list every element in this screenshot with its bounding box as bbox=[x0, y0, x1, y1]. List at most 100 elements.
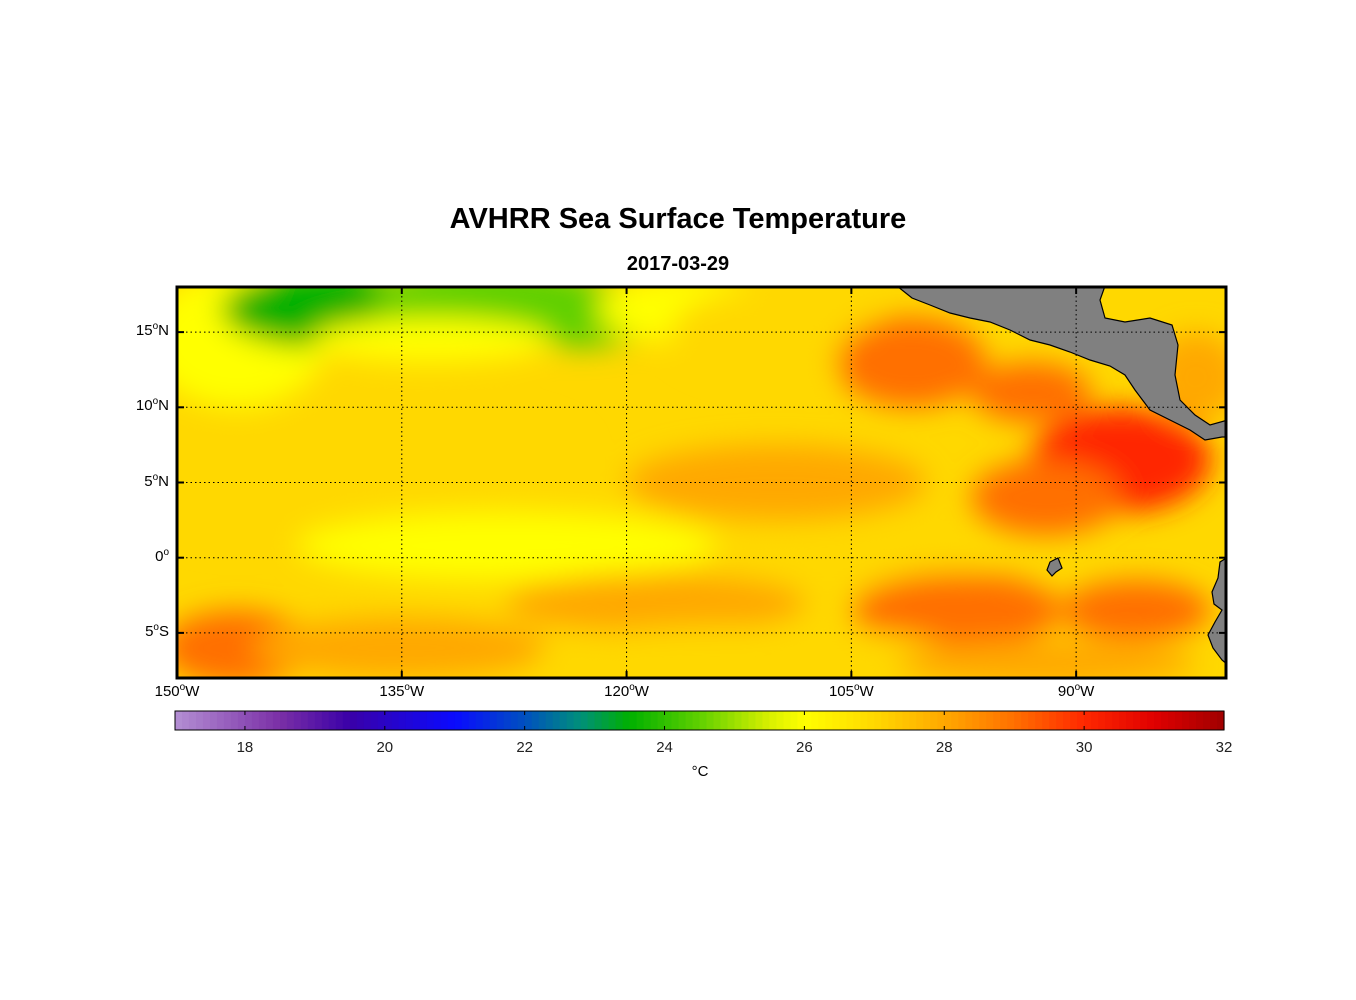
lat-tick-label: 5oS bbox=[145, 621, 169, 640]
colorbar-tick-label: 20 bbox=[376, 739, 394, 756]
colorbar-segment bbox=[1196, 711, 1204, 730]
colorbar-segment bbox=[888, 711, 896, 730]
colorbar-segment bbox=[1203, 711, 1211, 730]
colorbar-segment bbox=[552, 711, 561, 730]
colorbar-segment bbox=[979, 711, 987, 730]
colorbar-segment bbox=[524, 711, 533, 730]
colorbar-segment bbox=[986, 711, 994, 730]
colorbar-segment bbox=[447, 711, 456, 730]
colorbar-segment bbox=[1049, 711, 1057, 730]
galapagos-islands bbox=[1046, 557, 1063, 577]
colorbar-segment bbox=[566, 711, 575, 730]
colorbar-segment bbox=[461, 711, 470, 730]
colorbar-segment bbox=[692, 711, 701, 730]
colorbar bbox=[174, 710, 1225, 731]
colorbar-segment bbox=[440, 711, 449, 730]
colorbar-segment bbox=[804, 711, 812, 730]
colorbar-segment bbox=[909, 711, 917, 730]
colorbar-segment bbox=[1028, 711, 1036, 730]
colorbar-segment bbox=[846, 711, 854, 730]
colorbar-segment bbox=[965, 711, 973, 730]
colorbar-segment bbox=[615, 711, 624, 730]
colorbar-segment bbox=[468, 711, 477, 730]
colorbar-segment bbox=[573, 711, 582, 730]
colorbar-segment bbox=[349, 711, 358, 730]
colorbar-segment bbox=[1119, 711, 1127, 730]
colorbar-segment bbox=[433, 711, 442, 730]
colorbar-segment bbox=[328, 711, 337, 730]
colorbar-segment bbox=[510, 711, 519, 730]
colorbar-segment bbox=[175, 711, 183, 730]
colorbar-segment bbox=[678, 711, 687, 730]
chart-date: 2017-03-29 bbox=[626, 253, 730, 275]
colorbar-segment bbox=[860, 711, 868, 730]
colorbar-segment bbox=[1126, 711, 1134, 730]
colorbar-segment bbox=[1021, 711, 1029, 730]
colorbar-segment bbox=[580, 711, 589, 730]
colorbar-segment bbox=[1042, 711, 1050, 730]
colorbar-segment bbox=[538, 711, 547, 730]
colorbar-segment bbox=[713, 711, 722, 730]
colorbar-segment bbox=[1014, 711, 1022, 730]
colorbar-segment bbox=[720, 711, 729, 730]
lon-tick-label: 135oW bbox=[379, 682, 425, 700]
colorbar-segment bbox=[1007, 711, 1015, 730]
colorbar-tick-label: 26 bbox=[796, 739, 813, 756]
colorbar-segment bbox=[272, 711, 281, 730]
colorbar-segment bbox=[972, 711, 980, 730]
colorbar-segment bbox=[1154, 711, 1162, 730]
colorbar-segment bbox=[209, 711, 218, 730]
colorbar-segment bbox=[916, 711, 924, 730]
colorbar-segment bbox=[377, 711, 386, 730]
colorbar-segment bbox=[1000, 711, 1008, 730]
colorbar-segment bbox=[363, 711, 372, 730]
colorbar-segment bbox=[251, 711, 260, 730]
south-america-land bbox=[1207, 557, 1226, 665]
colorbar-segment bbox=[1098, 711, 1106, 730]
colorbar-segment bbox=[902, 711, 910, 730]
colorbar-segment bbox=[699, 711, 708, 730]
colorbar-segment bbox=[384, 711, 393, 730]
colorbar-segment bbox=[419, 711, 428, 730]
colorbar-segment bbox=[734, 711, 743, 730]
lat-tick-label: 0o bbox=[155, 546, 169, 565]
colorbar-segment bbox=[1063, 711, 1071, 730]
colorbar-segment bbox=[1161, 711, 1169, 730]
colorbar-segment bbox=[545, 711, 554, 730]
colorbar-segment bbox=[1091, 711, 1099, 730]
colorbar-segment bbox=[881, 711, 889, 730]
colorbar-segment bbox=[783, 711, 792, 730]
colorbar-segment bbox=[622, 711, 631, 730]
colorbar-frame bbox=[174, 710, 1225, 731]
colorbar-segment bbox=[244, 711, 253, 730]
lon-tick-label: 120oW bbox=[604, 682, 649, 700]
colorbar-segment bbox=[818, 711, 826, 730]
colorbar-segment bbox=[874, 711, 882, 730]
colorbar-segment bbox=[426, 711, 435, 730]
colorbar-segment bbox=[356, 711, 365, 730]
colorbar-tick-label: 24 bbox=[656, 739, 673, 756]
colorbar-tick-label: 22 bbox=[516, 739, 533, 756]
colorbar-segment bbox=[671, 711, 680, 730]
colorbar-segment bbox=[335, 711, 344, 730]
colorbar-unit: °C bbox=[691, 763, 709, 780]
lat-tick-label: 15oN bbox=[135, 321, 169, 340]
colorbar-segment bbox=[1133, 711, 1141, 730]
colorbar-segment bbox=[951, 711, 959, 730]
colorbar-segment bbox=[650, 711, 659, 730]
colorbar-segment bbox=[314, 711, 323, 730]
colorbar-segment bbox=[230, 711, 239, 730]
colorbar-segment bbox=[944, 711, 952, 730]
map-frame bbox=[175, 285, 1228, 680]
colorbar-segment bbox=[867, 711, 875, 730]
colorbar-segment bbox=[643, 711, 652, 730]
colorbar-segment bbox=[202, 711, 211, 730]
colorbar-segment bbox=[930, 711, 938, 730]
colorbar-segment bbox=[1182, 711, 1190, 730]
colorbar-segment bbox=[755, 711, 764, 730]
colorbar-segment bbox=[790, 711, 798, 730]
colorbar-segment bbox=[594, 711, 603, 730]
colorbar-segment bbox=[454, 711, 463, 730]
colorbar-segment bbox=[748, 711, 757, 730]
colorbar-segment bbox=[1168, 711, 1176, 730]
